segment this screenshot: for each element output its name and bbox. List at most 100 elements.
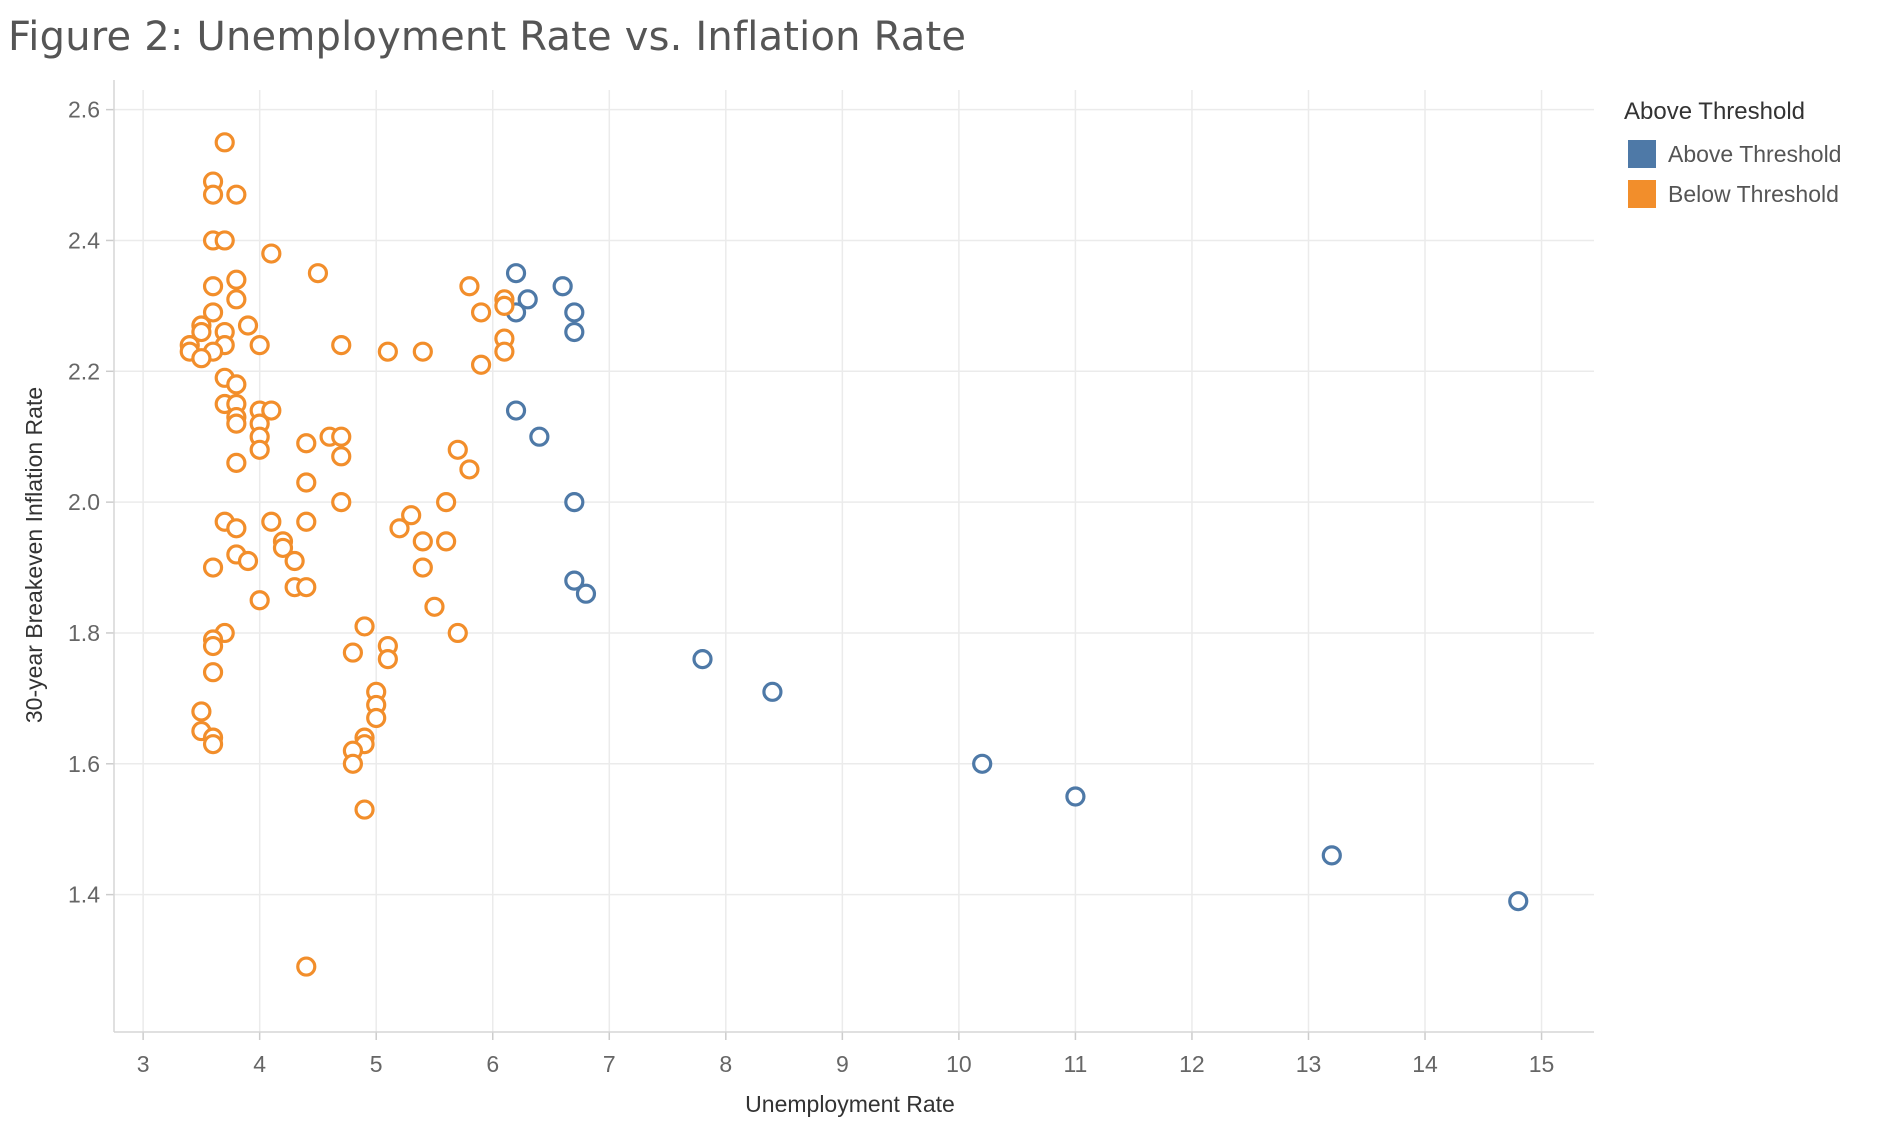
data-point[interactable] [354,799,375,820]
data-point[interactable] [191,348,212,369]
axes [106,80,1594,1040]
data-point[interactable] [552,276,573,297]
data-point[interactable] [202,734,224,755]
data-point[interactable] [202,184,224,205]
data-point[interactable] [202,302,224,323]
x-tick-label: 15 [1529,1051,1555,1077]
data-point[interactable] [249,590,270,611]
data-point[interactable] [377,649,398,670]
x-tick-label: 9 [836,1051,849,1077]
data-point[interactable] [296,472,317,493]
data-point[interactable] [412,341,433,362]
data-point[interactable] [517,289,538,310]
data-point[interactable] [447,622,468,644]
data-point[interactable] [377,341,398,362]
y-tick-labels: 1.4 1.6 1.8 2.0 2.2 2.4 2.6 [68,97,100,908]
legend: Above Threshold Above Threshold Below Th… [1624,98,1841,214]
data-point[interactable] [226,184,247,205]
data-point[interactable] [505,263,527,284]
data-point[interactable] [412,531,433,552]
data-point[interactable] [226,269,247,290]
data-point[interactable] [272,537,294,559]
legend-title: Above Threshold [1624,98,1806,125]
x-tick-labels: 3 4 5 6 7 8 9 10 11 12 13 14 15 [137,1051,1555,1077]
data-point[interactable] [226,374,247,395]
data-point[interactable] [424,596,445,617]
data-point[interactable] [459,276,480,297]
data-point[interactable] [237,550,259,572]
legend-swatch-above [1628,140,1656,168]
y-tick-label: 2.0 [68,489,100,515]
data-point[interactable] [331,492,352,513]
data-point[interactable] [249,335,270,356]
data-point[interactable] [331,335,352,356]
data-point[interactable] [284,550,305,572]
data-point[interactable] [564,302,585,323]
y-tick-label: 1.8 [68,620,100,646]
data-point[interactable] [564,570,585,591]
data-point[interactable] [342,642,363,663]
data-point[interactable] [261,243,282,264]
data-point[interactable] [401,505,422,526]
data-point[interactable] [470,354,492,375]
data-point[interactable] [296,511,317,532]
data-point[interactable] [202,557,224,578]
data-point[interactable] [214,230,235,251]
data-point[interactable] [202,276,224,297]
x-tick-label: 14 [1412,1051,1438,1077]
data-point[interactable] [296,956,317,977]
data-point[interactable] [331,426,352,447]
data-point[interactable] [436,531,457,552]
data-point[interactable] [1065,786,1086,807]
data-point[interactable] [972,753,993,774]
data-point[interactable] [307,263,329,284]
data-point[interactable] [226,518,247,539]
data-point[interactable] [470,302,492,323]
data-point[interactable] [296,433,317,454]
data-point[interactable] [191,321,212,343]
legend-item-above[interactable]: Above Threshold [1624,134,1841,174]
data-point[interactable] [354,616,375,637]
data-point[interactable] [575,583,597,604]
y-tick-label: 2.2 [68,358,100,384]
data-point[interactable] [692,649,713,670]
legend-item-below[interactable]: Below Threshold [1624,174,1841,214]
y-tick-label: 2.4 [68,227,100,253]
data-point[interactable] [564,321,585,343]
data-point[interactable] [494,341,515,362]
legend-label-below: Below Threshold [1668,180,1839,207]
x-tick-label: 4 [253,1051,266,1077]
data-point[interactable] [342,753,363,774]
data-point[interactable] [226,452,247,473]
x-axis-label: Unemployment Rate [745,1091,955,1117]
data-point[interactable] [564,492,585,513]
data-point[interactable] [762,681,783,702]
x-tick-label: 12 [1179,1051,1205,1077]
x-tick-label: 8 [719,1051,732,1077]
data-point[interactable] [412,557,433,578]
x-tick-label: 10 [946,1051,972,1077]
data-point[interactable] [459,459,480,480]
data-point[interactable] [249,439,270,460]
data-point[interactable] [202,662,224,683]
data-point[interactable] [494,295,515,316]
data-point[interactable] [191,701,212,722]
data-point[interactable] [296,577,317,598]
data-point[interactable] [226,413,247,434]
data-point[interactable] [261,400,282,421]
data-point[interactable] [366,707,387,729]
data-point[interactable] [505,400,527,421]
data-point[interactable] [1508,891,1529,912]
data-point[interactable] [226,289,247,310]
data-point[interactable] [389,518,410,539]
data-point[interactable] [202,635,224,657]
data-point[interactable] [261,511,282,532]
data-point[interactable] [214,132,235,153]
data-point[interactable] [237,315,259,336]
data-point[interactable] [529,426,550,447]
data-point[interactable] [447,439,468,460]
data-point[interactable] [331,446,352,467]
data-point[interactable] [1321,845,1342,866]
data-point[interactable] [436,492,457,513]
